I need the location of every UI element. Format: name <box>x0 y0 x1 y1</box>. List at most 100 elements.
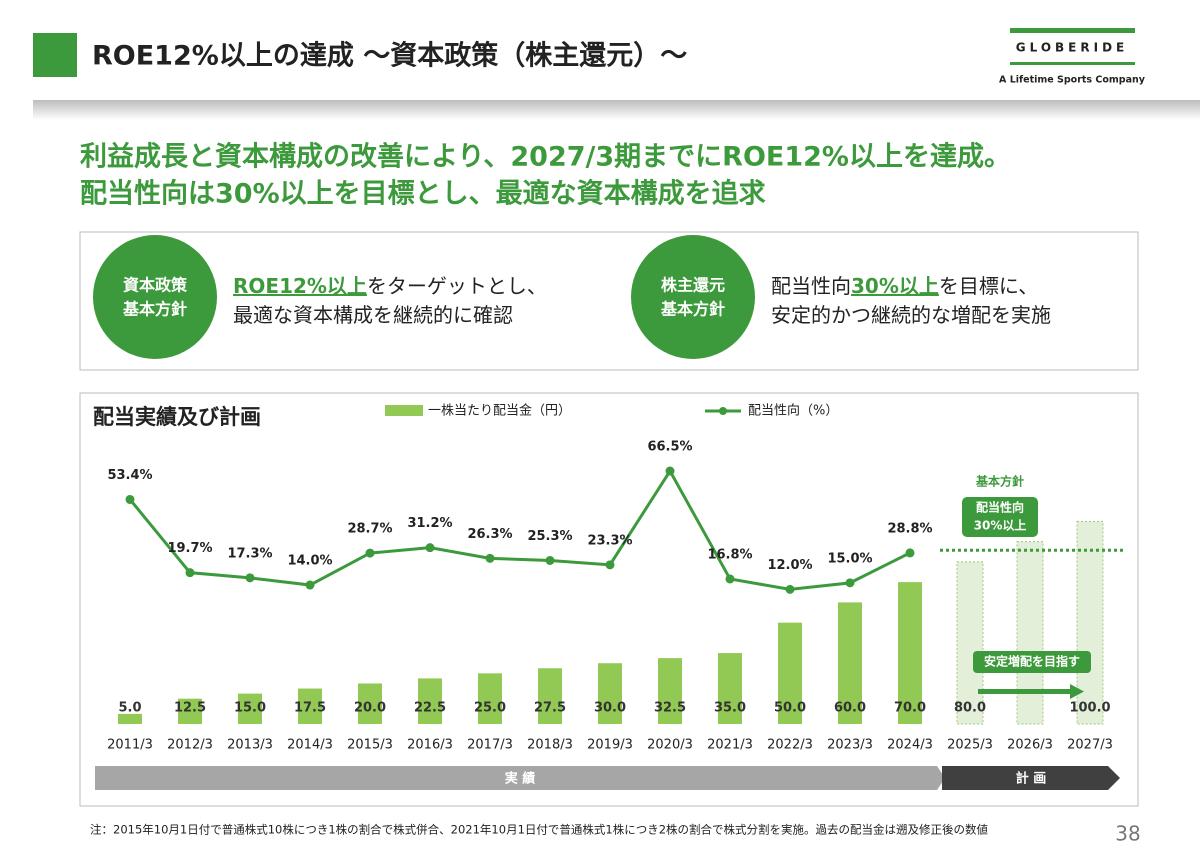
ratio-label: 66.5% <box>647 440 692 455</box>
logo-bar <box>1010 28 1135 33</box>
ratio-label: 17.3% <box>227 546 272 561</box>
logo: GLOBERIDE <box>1016 41 1128 55</box>
ratio-label: 14.0% <box>287 554 332 569</box>
goal-arrowhead <box>1070 684 1084 699</box>
badge-text: 株主還元 <box>661 276 725 295</box>
policy-text: 安定的かつ継続的な増配を実施 <box>771 303 1051 327</box>
headline: 利益成長と資本構成の改善により、2027/3期までにROE12%以上を達成。 <box>80 141 1011 173</box>
ratio-marker <box>425 543 435 553</box>
phase-arrow <box>95 766 945 790</box>
text-part: 配当性向 <box>771 274 851 298</box>
footnote: 注：2015年10月1日付で普通株式10株につき1株の割合で株式併合、2021年… <box>90 823 989 837</box>
bar-value-label: 35.0 <box>714 701 746 716</box>
ratio-label: 25.3% <box>527 529 572 544</box>
phase-arrow <box>942 766 1120 790</box>
bar-value-label: 30.0 <box>594 701 626 716</box>
ratio-marker <box>545 555 555 565</box>
x-tick-label: 2026/3 <box>1007 738 1053 753</box>
phase-label: 実 績 <box>505 771 536 787</box>
goal-arrow <box>978 689 1073 694</box>
ratio-marker <box>365 548 375 558</box>
legend-marker <box>719 407 727 415</box>
policy-title: 基本方針 <box>975 474 1024 489</box>
tagline: A Lifetime Sports Company <box>999 75 1146 86</box>
x-tick-label: 2015/3 <box>347 738 393 753</box>
bar <box>898 582 922 724</box>
ratio-label: 28.7% <box>347 522 392 537</box>
bar <box>238 693 262 724</box>
bar <box>478 673 502 724</box>
slide-title: ROE12%以上の達成 ～資本政策（株主還元）～ <box>92 40 687 72</box>
ratio-marker <box>725 574 735 584</box>
bar <box>658 658 682 724</box>
ratio-label: 19.7% <box>167 541 212 556</box>
phase-label: 計 画 <box>1016 771 1047 787</box>
bar-value-label: 15.0 <box>234 701 266 716</box>
ratio-marker <box>905 548 915 558</box>
bar-value-label: 100.0 <box>1069 701 1110 716</box>
legend-swatch <box>385 405 423 416</box>
ratio-marker <box>845 578 855 588</box>
ratio-marker <box>785 584 795 594</box>
bar <box>178 698 202 724</box>
highlight: ROE12%以上 <box>233 274 367 298</box>
x-tick-label: 2021/3 <box>707 738 753 753</box>
bar-value-label: 20.0 <box>354 701 386 716</box>
target-box <box>962 497 1038 537</box>
chart-title: 配当実績及び計画 <box>93 405 261 429</box>
highlight: 30%以上 <box>851 274 939 298</box>
ratio-label: 26.3% <box>467 527 512 542</box>
x-tick-label: 2027/3 <box>1067 738 1113 753</box>
bar <box>778 622 802 724</box>
legend-label: 配当性向（%） <box>748 403 838 419</box>
bar-value-label: 60.0 <box>834 701 866 716</box>
x-tick-label: 2012/3 <box>167 738 213 753</box>
ratio-label: 28.8% <box>887 521 932 536</box>
bar-value-label: 25.0 <box>474 701 506 716</box>
bar <box>838 602 862 724</box>
bar-value-label: 80.0 <box>954 701 986 716</box>
badge-text: 基本方針 <box>660 300 725 319</box>
policy-box <box>79 231 1139 371</box>
bar <box>718 653 742 724</box>
bar <box>418 678 442 724</box>
x-tick-label: 2023/3 <box>827 738 873 753</box>
title-marker <box>33 33 77 77</box>
bar <box>538 668 562 724</box>
logo-bar <box>1010 62 1135 65</box>
x-tick-label: 2014/3 <box>287 738 333 753</box>
goal-label: 安定増配を目指す <box>984 654 1080 669</box>
policy-badge <box>93 235 217 359</box>
policy-text: 配当性向30%以上を目標に、 <box>771 274 1038 298</box>
x-tick-label: 2013/3 <box>227 738 273 753</box>
target-label: 配当性向 <box>976 500 1024 515</box>
ratio-line <box>128 468 911 591</box>
ratio-marker <box>245 573 255 583</box>
ratio-marker <box>125 494 135 504</box>
badge-text: 基本方針 <box>122 300 187 319</box>
text-part: 最適な資本構成を継続的に確認 <box>233 303 513 327</box>
goal-box <box>973 651 1091 673</box>
ratio-marker <box>485 553 495 563</box>
headline: 配当性向は30%以上を目標とし、最適な資本構成を追求 <box>80 178 766 210</box>
target-label: 30%以上 <box>974 518 1027 533</box>
x-tick-label: 2016/3 <box>407 738 453 753</box>
ratio-label: 23.3% <box>587 533 632 548</box>
bar-value-label: 50.0 <box>774 701 806 716</box>
policy-text: ROE12%以上をターゲットとし、 <box>233 274 547 298</box>
ratio-label: 31.2% <box>407 516 452 531</box>
bar-value-label: 5.0 <box>118 701 141 716</box>
bar <box>358 683 382 724</box>
bar-value-label: 12.5 <box>174 701 206 716</box>
ratio-label: 53.4% <box>107 468 152 483</box>
bar <box>598 663 622 724</box>
x-tick-label: 2020/3 <box>647 738 693 753</box>
policy-badge <box>631 235 755 359</box>
ratio-marker <box>665 466 675 476</box>
policy-text: 最適な資本構成を継続的に確認 <box>233 303 513 327</box>
page-number: 38 <box>1115 822 1140 846</box>
ratio-label: 16.8% <box>707 547 752 562</box>
ratio-marker <box>185 568 195 578</box>
bar <box>298 688 322 724</box>
